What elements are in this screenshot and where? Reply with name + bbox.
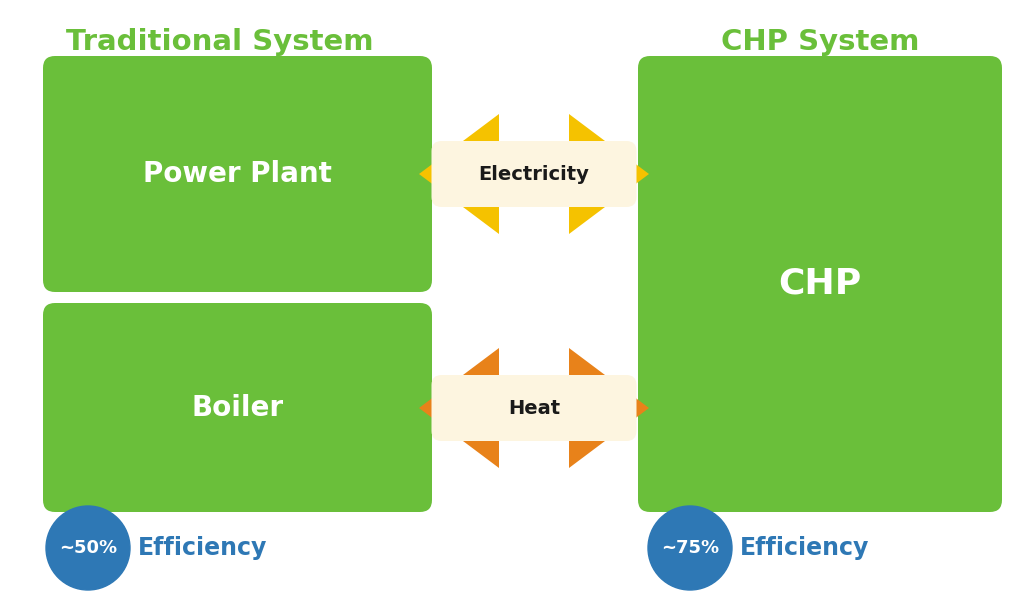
Circle shape bbox=[46, 506, 130, 590]
FancyBboxPatch shape bbox=[638, 56, 1002, 512]
Circle shape bbox=[648, 506, 732, 590]
Text: Power Plant: Power Plant bbox=[143, 160, 332, 188]
FancyBboxPatch shape bbox=[431, 375, 637, 441]
Text: CHP: CHP bbox=[778, 267, 862, 301]
Text: Efficiency: Efficiency bbox=[138, 536, 267, 560]
Text: CHP System: CHP System bbox=[721, 28, 919, 56]
Text: ~75%: ~75% bbox=[661, 539, 719, 557]
FancyBboxPatch shape bbox=[43, 303, 432, 512]
Text: Electricity: Electricity bbox=[479, 164, 589, 184]
Text: Heat: Heat bbox=[508, 399, 560, 418]
Polygon shape bbox=[419, 348, 534, 468]
Polygon shape bbox=[534, 114, 649, 234]
Polygon shape bbox=[419, 114, 534, 234]
Text: Efficiency: Efficiency bbox=[740, 536, 870, 560]
Text: Traditional System: Traditional System bbox=[67, 28, 374, 56]
FancyBboxPatch shape bbox=[43, 56, 432, 292]
Polygon shape bbox=[534, 348, 649, 468]
FancyBboxPatch shape bbox=[431, 141, 637, 207]
Text: Boiler: Boiler bbox=[191, 394, 283, 421]
Text: ~50%: ~50% bbox=[59, 539, 117, 557]
